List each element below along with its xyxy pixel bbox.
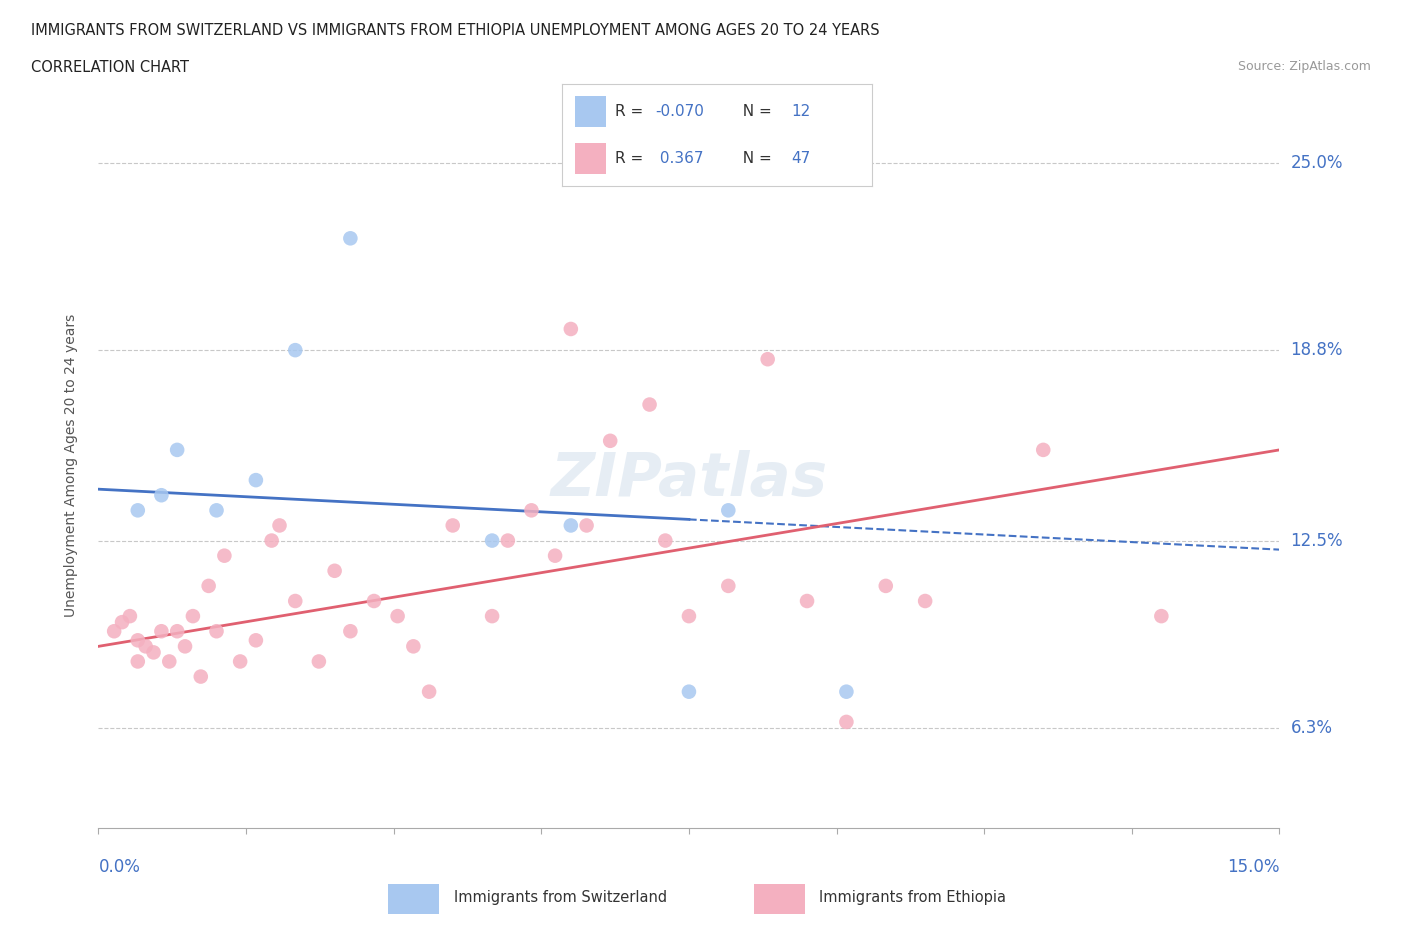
Point [575,518,598,533]
Text: 12.5%: 12.5% [1291,532,1343,550]
Text: N =: N = [733,104,776,119]
Text: 12: 12 [792,104,810,119]
Point [166,443,188,458]
Point [214,549,236,564]
Text: 25.0%: 25.0% [1291,153,1343,172]
Text: IMMIGRANTS FROM SWITZERLAND VS IMMIGRANTS FROM ETHIOPIA UNEMPLOYMENT AMONG AGES : IMMIGRANTS FROM SWITZERLAND VS IMMIGRANT… [31,23,880,38]
Point [323,564,346,578]
Point [127,654,149,669]
Point [284,593,307,608]
Point [599,433,621,448]
Point [496,533,519,548]
Point [229,654,252,669]
Point [339,231,361,246]
Y-axis label: Unemployment Among Ages 20 to 24 years: Unemployment Among Ages 20 to 24 years [63,313,77,617]
Point [875,578,897,593]
Point [245,633,267,648]
Point [166,624,188,639]
Point [308,654,330,669]
Point [387,609,409,624]
Point [402,639,425,654]
Point [756,352,779,366]
Point [914,593,936,608]
Point [269,518,291,533]
Text: -0.070: -0.070 [655,104,704,119]
Point [142,645,165,660]
Point [260,533,283,548]
Point [339,624,361,639]
Point [190,670,212,684]
Point [150,624,173,639]
Point [481,609,503,624]
Point [1150,609,1173,624]
Point [135,639,157,654]
Point [678,684,700,699]
Point [205,503,228,518]
Point [157,654,180,669]
Text: 47: 47 [792,151,810,166]
Text: CORRELATION CHART: CORRELATION CHART [31,60,188,75]
Bar [388,884,439,913]
Text: R =: R = [614,104,648,119]
Point [127,503,149,518]
Text: 15.0%: 15.0% [1227,858,1279,876]
Point [796,593,818,608]
Point [181,609,204,624]
Point [245,472,267,487]
Point [835,714,858,729]
Point [118,609,141,624]
Point [520,503,543,518]
Bar [575,143,606,174]
Point [654,533,676,548]
Point [717,578,740,593]
Point [717,503,740,518]
Point [835,684,858,699]
Text: Immigrants from Switzerland: Immigrants from Switzerland [454,890,666,905]
Point [481,533,503,548]
Point [197,578,219,593]
Text: 6.3%: 6.3% [1291,719,1333,737]
Point [127,633,149,648]
Point [1032,443,1054,458]
Text: Source: ZipAtlas.com: Source: ZipAtlas.com [1237,60,1371,73]
Point [560,322,582,337]
Text: N =: N = [733,151,776,166]
Text: R =: R = [614,151,648,166]
Text: Immigrants from Ethiopia: Immigrants from Ethiopia [820,890,1007,905]
Point [441,518,464,533]
Point [363,593,385,608]
Point [418,684,440,699]
Text: 0.0%: 0.0% [98,858,141,876]
Text: 18.8%: 18.8% [1291,341,1343,359]
Bar [575,96,606,126]
Point [544,549,567,564]
Point [205,624,228,639]
Point [560,518,582,533]
Point [111,615,134,630]
Point [678,609,700,624]
Text: ZIPatlas: ZIPatlas [550,450,828,509]
Point [174,639,197,654]
Text: 0.367: 0.367 [655,151,703,166]
Point [638,397,661,412]
Point [150,488,173,503]
Bar [754,884,804,913]
Point [284,343,307,358]
Point [103,624,125,639]
